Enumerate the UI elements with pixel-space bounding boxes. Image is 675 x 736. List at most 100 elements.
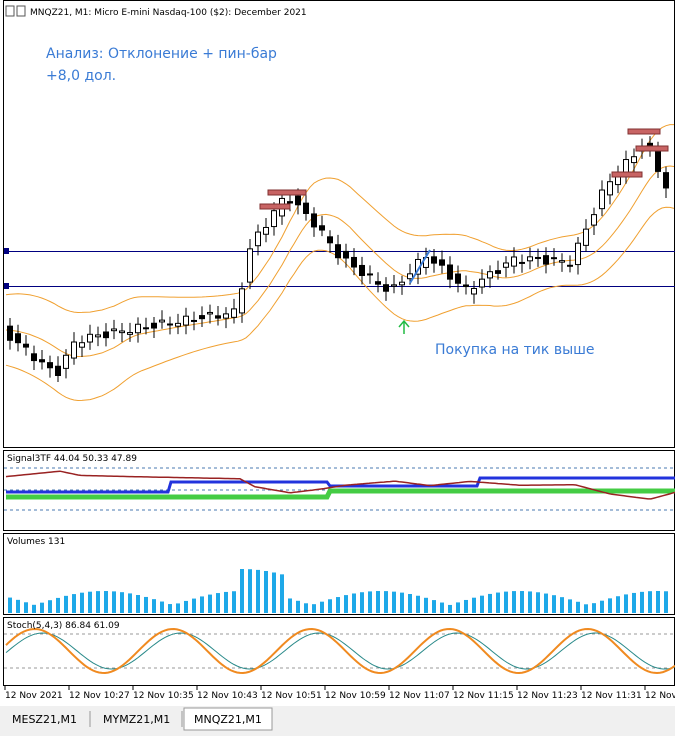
time-label: 12 Nov 10:27 [69, 691, 130, 701]
volume-bar [264, 570, 268, 613]
candle-body [63, 354, 69, 369]
time-label: 12 Nov 11:31 [581, 691, 642, 701]
tab[interactable]: MESZ21,M1 [12, 713, 77, 726]
candle-body [591, 214, 597, 226]
resistance-zone [267, 189, 307, 196]
candle-body [239, 288, 245, 314]
volume-bar [648, 591, 652, 613]
volume-bar [472, 597, 476, 613]
resistance-zone [259, 203, 291, 210]
volume-bar [432, 600, 436, 613]
volume-bar [192, 598, 196, 613]
volume-bar [544, 593, 548, 613]
candle-body [7, 325, 13, 341]
level-marker [4, 248, 9, 254]
volume-bar [56, 597, 60, 613]
tab[interactable]: MNQZ21,M1 [194, 713, 262, 726]
volume-bar [408, 594, 412, 613]
volume-bar [136, 595, 140, 613]
volume-bar [120, 592, 124, 613]
volume-bar [536, 592, 540, 613]
volume-bar [368, 591, 372, 613]
candle-body [359, 264, 365, 276]
volume-bar [520, 591, 524, 613]
candle-body [311, 213, 317, 228]
volume-bar [640, 591, 644, 613]
time-axis: 12 Nov 2021 12 Nov 10:27 12 Nov 10:35 12 No… [4, 686, 675, 701]
candle-body [255, 231, 261, 247]
bollinger-band [5, 124, 674, 314]
candle-body [375, 281, 381, 285]
volume-bar [240, 569, 244, 613]
time-label: 12 Nov 10:43 [197, 691, 258, 701]
candle-body [663, 172, 669, 189]
panel-label: Signal3TF 44.04 50.33 47.89 [7, 454, 137, 464]
volume-bar [400, 592, 404, 613]
candle-body [167, 323, 173, 326]
candle-body [559, 260, 565, 263]
tab-bar [0, 706, 675, 736]
signal-green [6, 488, 675, 500]
resistance-zone [627, 128, 661, 135]
resistance-zone [635, 145, 669, 152]
volume-bar [624, 594, 628, 613]
candle-body [71, 341, 77, 359]
candle-body [47, 362, 53, 369]
time-label: 12 Nov [645, 691, 675, 701]
candle-body [495, 270, 501, 274]
tab-active[interactable] [183, 707, 273, 731]
time-label: 12 Nov 10:51 [261, 691, 322, 701]
volume-bar [608, 598, 612, 613]
volume-bar [144, 596, 148, 613]
candle-body [111, 328, 117, 332]
annotation: +8,0 дол. [46, 68, 116, 84]
volume-bar [496, 592, 500, 613]
stoch-main [5, 627, 675, 675]
volume-bar [656, 591, 660, 613]
chart-drawings [4, 124, 675, 675]
candle-body [175, 322, 181, 327]
candle-body [159, 319, 165, 323]
candle-body [319, 225, 325, 231]
candle-body [15, 333, 21, 344]
tab[interactable]: MYMZ21,M1 [103, 713, 170, 726]
candle-body [287, 201, 293, 204]
time-label: 12 Nov 11:07 [389, 691, 450, 701]
volume-bar [584, 604, 588, 613]
volume-bar [632, 592, 636, 613]
volume-bar [456, 602, 460, 613]
volume-bar [560, 597, 564, 613]
candle-body [551, 257, 557, 260]
volume-bar [664, 591, 668, 613]
volume-bar [616, 596, 620, 613]
volume-bar [184, 600, 188, 613]
volume-bar [296, 600, 300, 613]
volume-bar [512, 591, 516, 613]
volume-bar [64, 595, 68, 613]
candle-body [55, 365, 61, 376]
volume-bar [304, 603, 308, 613]
signal-red [5, 470, 675, 500]
time-label: 12 Nov 10:35 [133, 691, 194, 701]
candle-body [295, 195, 301, 206]
volume-bar [232, 591, 236, 613]
volume-bar [568, 599, 572, 613]
candle-body [327, 236, 333, 244]
icon [16, 5, 26, 17]
volume-bar [448, 604, 452, 613]
volume-bar [8, 597, 12, 613]
time-label: 12 Nov 11:23 [517, 691, 578, 701]
volume-bar [440, 602, 444, 613]
candle-body [631, 156, 637, 164]
volume-bar [576, 601, 580, 613]
volume-bar [200, 596, 204, 613]
volume-bar [32, 604, 36, 613]
volume-bar [112, 591, 116, 613]
candle-body [23, 343, 29, 348]
candle-body [431, 256, 437, 264]
time-label: 12 Nov 2021 [5, 691, 63, 701]
volume-bar [16, 599, 20, 613]
volume-bar [40, 602, 44, 613]
